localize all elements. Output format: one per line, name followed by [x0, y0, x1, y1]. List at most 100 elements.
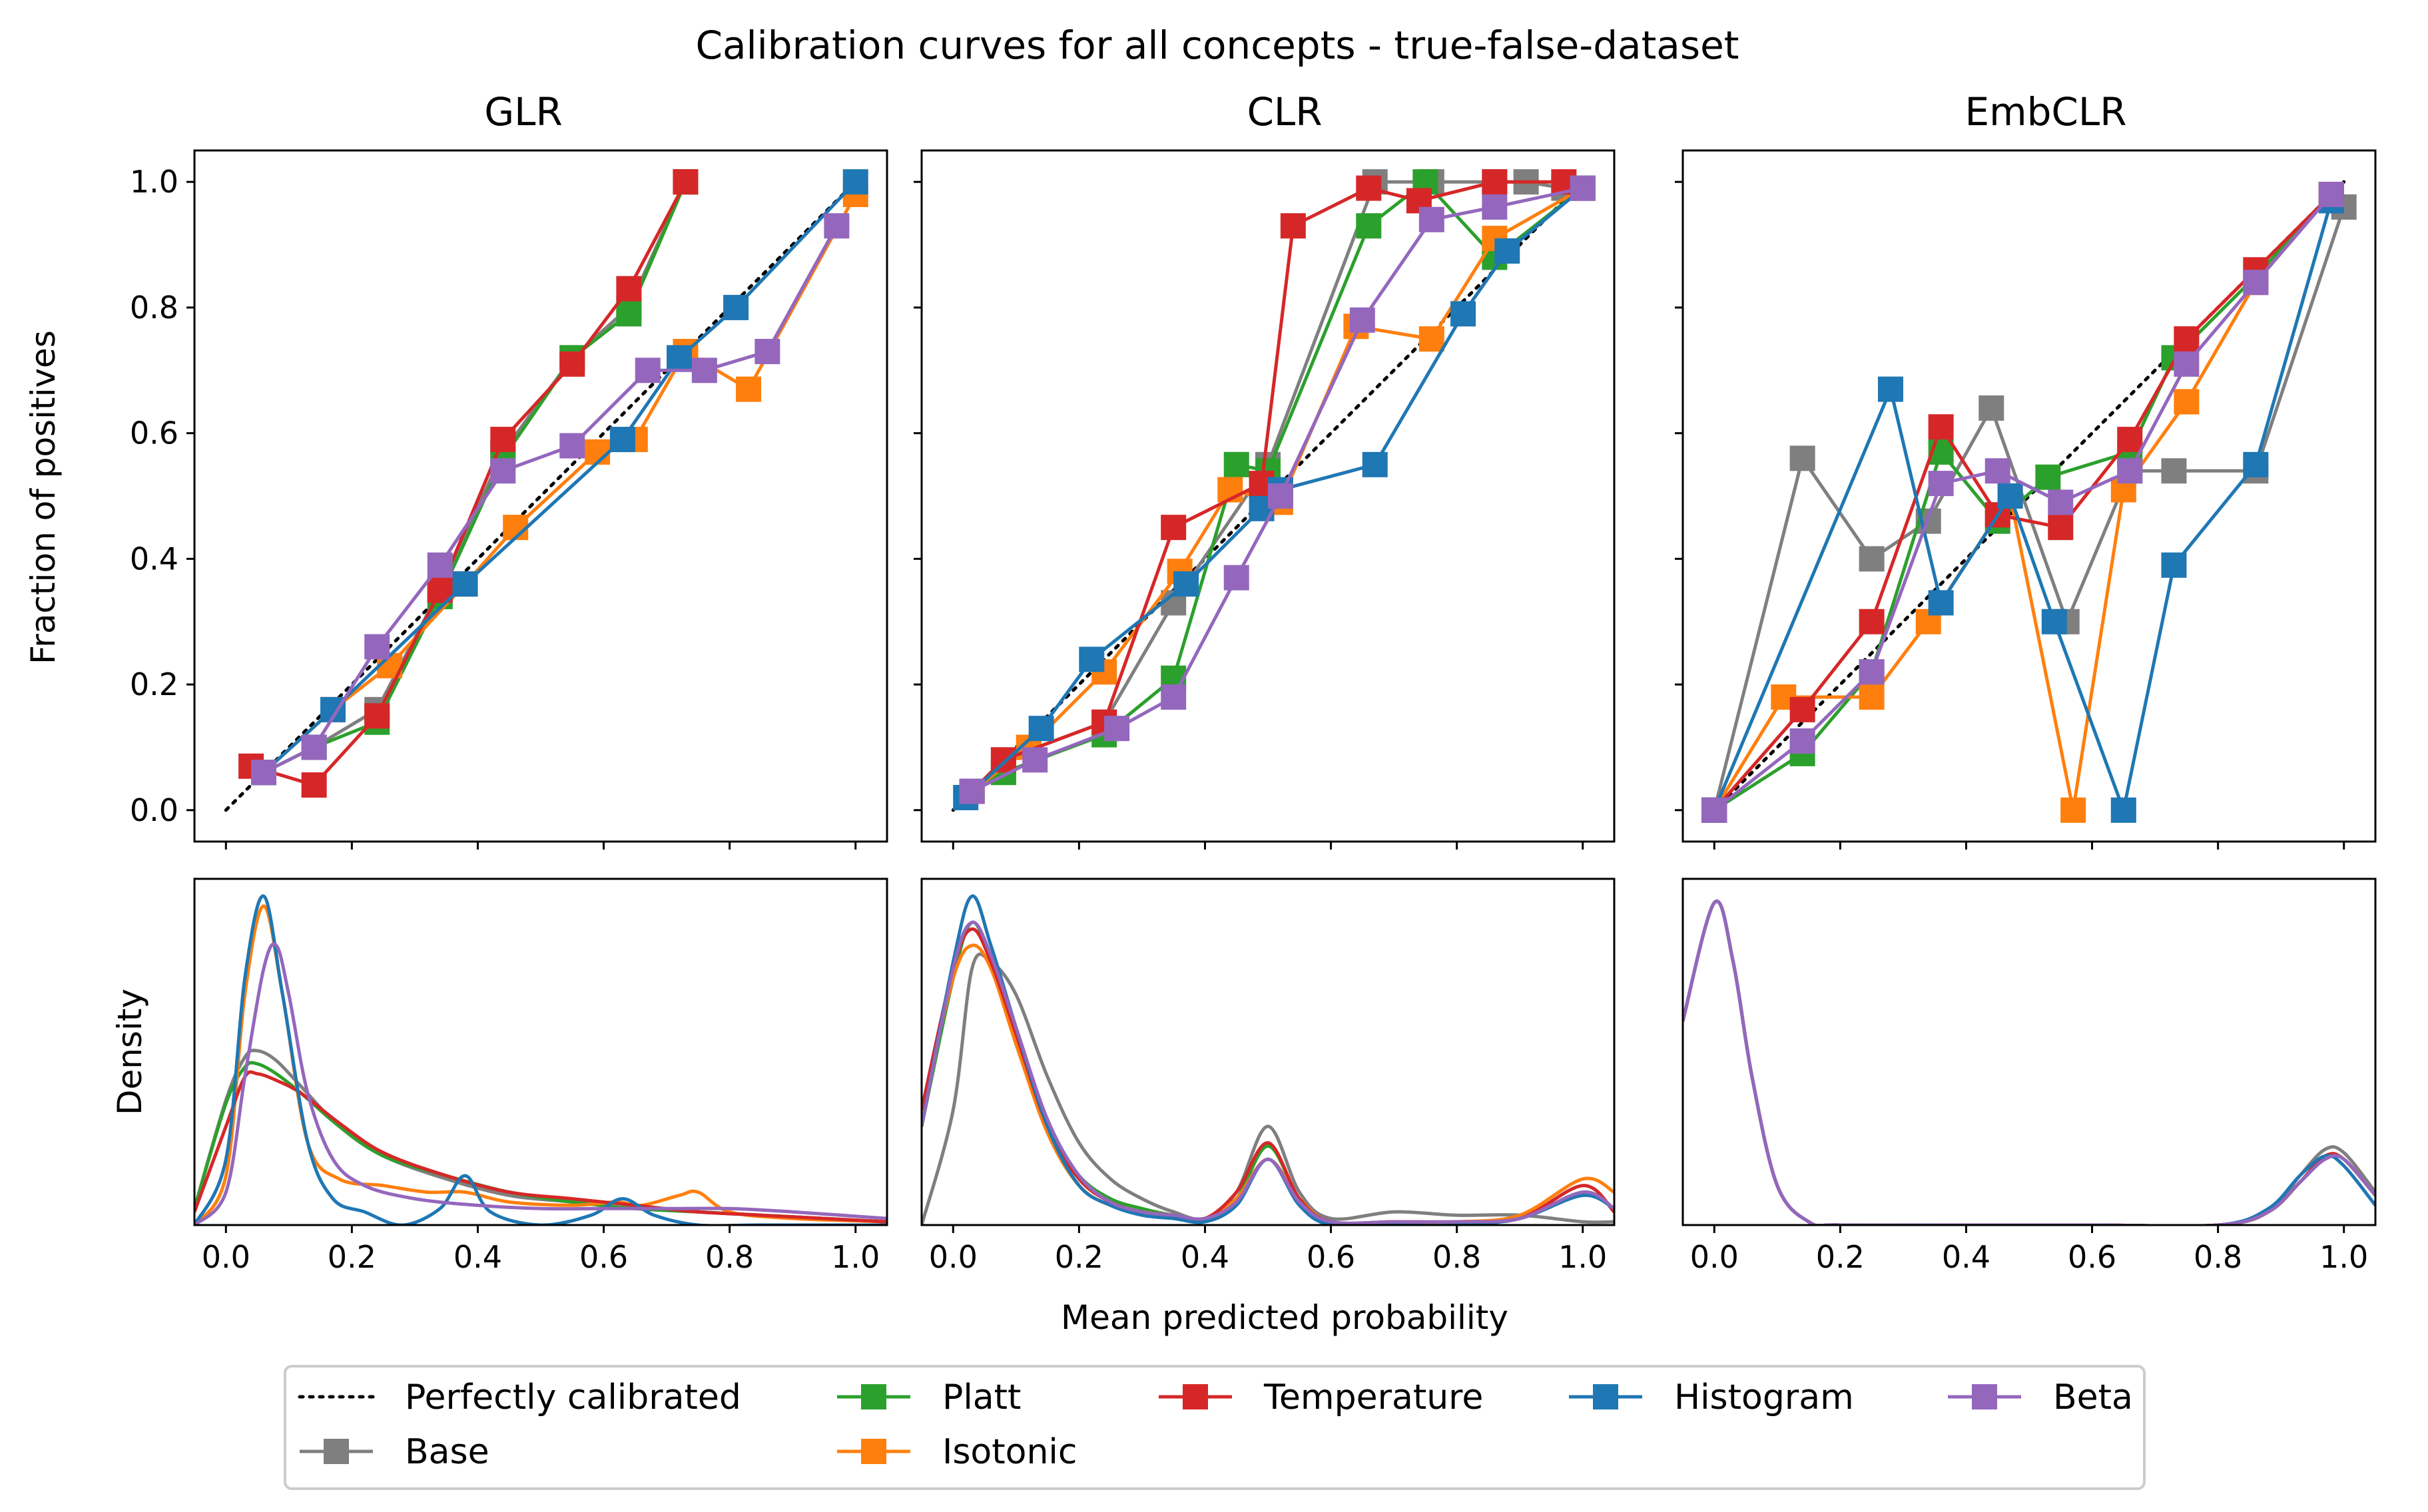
density-embclr-base-line [1683, 899, 2375, 1225]
calibration-glr-y-tick-label: 0.2 [130, 666, 178, 702]
calibration-glr-beta-marker [635, 358, 661, 383]
calibration-glr-y-tick-label: 0.0 [130, 792, 178, 828]
density-clr-frame [920, 878, 1616, 1226]
calibration-glr-temperature-marker [559, 351, 585, 377]
figure-title: Calibration curves for all concepts - tr… [696, 23, 1739, 68]
calibration-embclr-histogram-marker [2243, 451, 2269, 477]
calibration-clr-isotonic-marker [1418, 326, 1444, 352]
calibration-glr-temperature-marker [490, 427, 516, 453]
calibration-glr-temperature-line [250, 181, 687, 787]
calibration-clr-beta-marker [1022, 747, 1048, 773]
calibration-embclr-temperature-marker [2048, 515, 2074, 541]
calibration-clr-beta-marker [1418, 206, 1444, 232]
calibration-embclr-isotonic-line [1713, 193, 2333, 812]
density-glr-temperature-line [194, 1070, 887, 1224]
calibration-clr-platt-marker [1223, 451, 1249, 477]
density-clr-isotonic-line [922, 943, 1614, 1225]
legend-histogram-label: Histogram [1674, 1378, 1854, 1417]
legend-histogram-swatch-marker [1593, 1384, 1618, 1409]
density-embclr-temperature-line [1683, 899, 2375, 1225]
legend-isotonic-label: Isotonic [942, 1432, 1077, 1472]
density-clr-x-tick-label: 0.6 [1307, 1239, 1355, 1275]
density-embclr-x-tick-label: 0.6 [2068, 1239, 2116, 1275]
calibration-embclr-base-marker [1859, 546, 1885, 572]
calibration-glr-isotonic-marker [736, 376, 761, 402]
density-clr-series-group [922, 894, 1614, 1225]
panel-title-embclr: EmbCLR [1965, 89, 2126, 134]
calibration-glr-beta-marker [755, 338, 780, 364]
calibration-clr-histogram-marker [1028, 716, 1054, 742]
calibration-glr-histogram-marker [842, 169, 868, 195]
calibration-embclr-base-marker [2161, 458, 2187, 484]
calibration-glr-frame [193, 149, 888, 843]
calibration-clr-temperature-marker [1482, 169, 1508, 195]
legend-platt-label: Platt [942, 1378, 1021, 1417]
calibration-glr-beta-marker [490, 458, 516, 484]
legend-base-label: Base [405, 1432, 489, 1472]
calibration-embclr-histogram-marker [1878, 376, 1903, 402]
calibration-clr-histogram-marker [1362, 451, 1388, 477]
density-embclr-x-tick-label: 0.8 [2194, 1239, 2242, 1275]
calibration-glr-panel: 0.0 0.2 0.4 0.6 0.8 1.0 [130, 149, 888, 850]
calibration-glr-beta-marker [559, 433, 585, 459]
density-clr-x-tick-label: 0.2 [1055, 1239, 1103, 1275]
density-glr-isotonic-line [194, 904, 887, 1225]
calibration-embclr-base-marker [1978, 395, 2004, 421]
calibration-clr-temperature-marker [1161, 515, 1187, 541]
density-clr-beta-line [922, 920, 1614, 1225]
legend-base-swatch-marker [324, 1439, 349, 1464]
density-glr-x-tick-label: 1.0 [831, 1239, 880, 1275]
calibration-embclr-beta-marker [2048, 489, 2074, 515]
panel-title-glr: GLR [484, 89, 563, 134]
density-embclr-frame [1681, 878, 2377, 1226]
calibration-clr-histogram-marker [1173, 571, 1199, 597]
density-embclr-panel: 0.0 0.2 0.4 0.6 0.8 1.0 [1681, 878, 2377, 1275]
legend-perfectly-calibrated-label: Perfectly calibrated [405, 1378, 741, 1417]
calibration-glr-temperature-marker [673, 169, 699, 195]
legend: Perfectly calibrated Base Platt Isotonic Tem… [284, 1365, 2146, 1490]
calibration-clr-temperature-marker [990, 747, 1016, 773]
legend-frame [284, 1365, 2146, 1490]
calibration-embclr-beta-marker [1789, 728, 1815, 754]
calibration-clr-histogram-marker [1079, 646, 1105, 672]
calibration-embclr-base-marker [1789, 445, 1815, 471]
calibration-glr-temperature-marker [364, 703, 390, 729]
calibration-clr-temperature-marker [1356, 175, 1382, 201]
calibration-glr-platt-marker [616, 301, 642, 327]
density-embclr-isotonic-line [1683, 899, 2375, 1225]
calibration-glr-beta-marker [301, 734, 327, 760]
calibration-embclr-histogram-marker [2110, 797, 2136, 823]
calibration-embclr-histogram-marker [2041, 609, 2067, 634]
calibration-glr-beta-marker [251, 760, 276, 786]
calibration-embclr-temperature-marker [2174, 326, 2200, 352]
legend-beta-label: Beta [2053, 1378, 2133, 1417]
density-glr-beta-line [194, 942, 887, 1225]
density-clr-x-tick-label: 0.8 [1432, 1239, 1481, 1275]
legend-temperature-label: Temperature [1263, 1378, 1483, 1417]
calibration-glr-beta-line [262, 224, 838, 774]
calibration-glr-series-group [224, 169, 868, 812]
calibration-clr-histogram-marker [1494, 238, 1520, 264]
calibration-glr-base-line [262, 181, 687, 774]
legend-beta-swatch-marker [1972, 1384, 1997, 1409]
calibration-clr-temperature-marker [1280, 213, 1306, 239]
density-embclr-x-tick-label: 0.4 [1942, 1239, 1990, 1275]
calibration-clr-beta-marker [1570, 175, 1596, 201]
calibration-glr-beta-marker [427, 552, 453, 578]
y-axis-label-calibration: Fraction of positives [24, 330, 63, 664]
calibration-clr-beta-marker [1161, 684, 1187, 710]
density-glr-panel: 0.0 0.2 0.4 0.6 0.8 1.0 [193, 878, 888, 1275]
y-axis-label-density: Density [111, 989, 149, 1115]
calibration-embclr-histogram-marker [2161, 552, 2187, 578]
density-embclr-x-tick-label: 0.0 [1690, 1239, 1739, 1275]
density-glr-series-group [194, 894, 887, 1225]
calibration-clr-beta-marker [1104, 716, 1130, 742]
calibration-embclr-platt-marker [2035, 464, 2061, 490]
calibration-glr-histogram-marker [452, 571, 478, 597]
calibration-clr-beta-marker [1349, 307, 1375, 333]
plot-area: 0.00.20.40.60.81.00.0 0.2 0.4 0.6 0.8 1.0 0.0 0… [130, 149, 2377, 1275]
calibration-embclr-isotonic-marker [2060, 797, 2086, 823]
calibration-embclr-beta-marker [2174, 351, 2200, 377]
density-embclr-series-group [1683, 899, 2375, 1225]
